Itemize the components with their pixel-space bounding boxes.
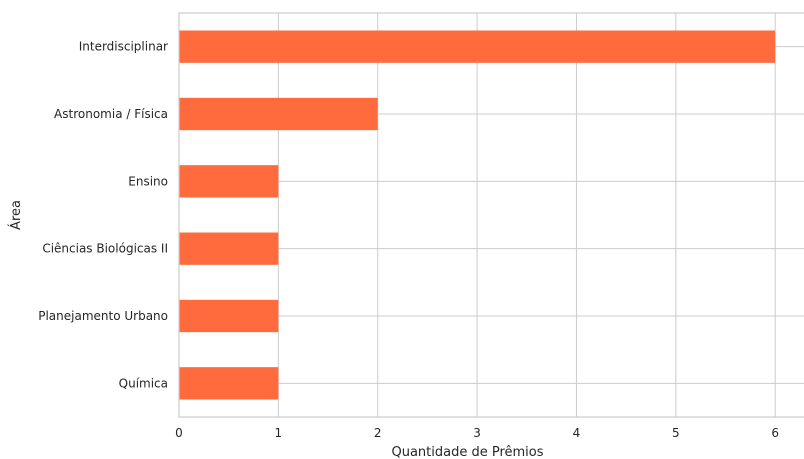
x-tick-label: 5 [672, 426, 680, 440]
x-tick-label: 2 [374, 426, 382, 440]
grid-lines [178, 13, 804, 417]
x-tick-label: 1 [275, 426, 283, 440]
y-tick-label: Ensino [128, 174, 168, 188]
x-tick-label: 3 [473, 426, 481, 440]
y-axis-label: Área [8, 200, 24, 230]
bar [179, 30, 776, 63]
bar [179, 367, 279, 400]
bar [179, 97, 378, 131]
x-tick-labels: 0 1 2 3 4 5 6 [175, 426, 779, 440]
y-tick-label: Química [119, 376, 168, 390]
bar [179, 165, 279, 198]
plot-frame [178, 12, 804, 418]
x-tick-label: 6 [771, 426, 779, 440]
bar [179, 232, 279, 265]
bar [179, 299, 279, 333]
y-tick-label: Ciências Biológicas II [42, 242, 168, 256]
y-tick-label: Interdisciplinar [79, 40, 168, 54]
bars [179, 30, 776, 400]
y-tick-label: Planejamento Urbano [38, 309, 168, 323]
x-tick-label: 0 [175, 426, 183, 440]
x-axis-label: Quantidade de Prêmios [391, 445, 543, 459]
x-tick-label: 4 [573, 426, 581, 440]
y-tick-label: Astronomia / Física [54, 107, 168, 121]
y-tick-labels: Interdisciplinar Astronomia / Física Ensin… [38, 40, 168, 391]
